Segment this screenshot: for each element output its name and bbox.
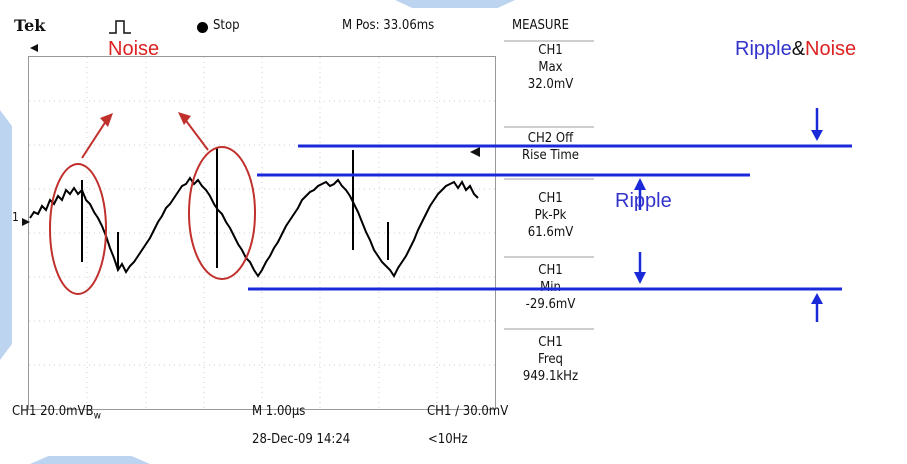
menu-separator bbox=[504, 178, 594, 180]
trigger-frequency: <10Hz bbox=[428, 432, 468, 447]
measure-item-2[interactable]: CH2 Off Rise Time bbox=[522, 131, 579, 163]
oscilloscope-screen: Tek Stop M Pos: 33.06ms MEASURE bbox=[12, 8, 594, 456]
menu-separator bbox=[504, 126, 594, 128]
acquisition-status: Stop bbox=[213, 18, 240, 33]
noise-spikes bbox=[81, 148, 389, 270]
channel-1-marker bbox=[22, 218, 30, 226]
trigger-pulse-icon bbox=[109, 20, 131, 34]
noise-highlight-ellipse-2 bbox=[188, 146, 256, 280]
ripple-noise-annotation: Ripple&Noise bbox=[735, 38, 857, 60]
measure-item-5[interactable]: CH1 Freq 949.1kHz bbox=[522, 335, 579, 384]
noise-annotation: Noise bbox=[108, 38, 160, 60]
arrowhead-icon bbox=[100, 113, 113, 127]
ch1-waveform-trace bbox=[29, 176, 479, 278]
noise-highlight-ellipse-1 bbox=[49, 163, 107, 295]
ripple-annotation: Ripple bbox=[615, 190, 672, 212]
brand-label: Tek bbox=[14, 16, 46, 35]
ch1-scale: CH1 20.0mVBw bbox=[12, 404, 101, 422]
measure-item-3[interactable]: CH1 Pk-Pk 61.6mV bbox=[527, 191, 574, 240]
menu-separator bbox=[504, 328, 594, 330]
menu-separator bbox=[504, 40, 594, 42]
timebase: M 1.00µs bbox=[252, 404, 306, 419]
measure-menu-title: MEASURE bbox=[512, 18, 569, 33]
capture-date: 28-Dec-09 14:24 bbox=[252, 432, 351, 447]
noise-arrow-1 bbox=[81, 117, 109, 159]
arrowhead-icon bbox=[178, 112, 191, 125]
trigger-position-marker bbox=[30, 44, 38, 52]
measure-item-1[interactable]: CH1 Max 32.0mV bbox=[527, 43, 574, 92]
bandwidth-limit-suffix: w bbox=[93, 410, 101, 422]
graticule-grid bbox=[29, 57, 495, 409]
stop-status-icon bbox=[197, 22, 208, 33]
horizontal-position: M Pos: 33.06ms bbox=[342, 18, 435, 33]
trigger-setting: CH1 ∕ 30.0mV bbox=[427, 404, 509, 419]
ch2-off-arrow-icon bbox=[470, 147, 480, 157]
channel-1-label: 1 bbox=[12, 210, 19, 224]
noise-arrow-2 bbox=[183, 117, 209, 151]
menu-separator bbox=[504, 256, 594, 258]
